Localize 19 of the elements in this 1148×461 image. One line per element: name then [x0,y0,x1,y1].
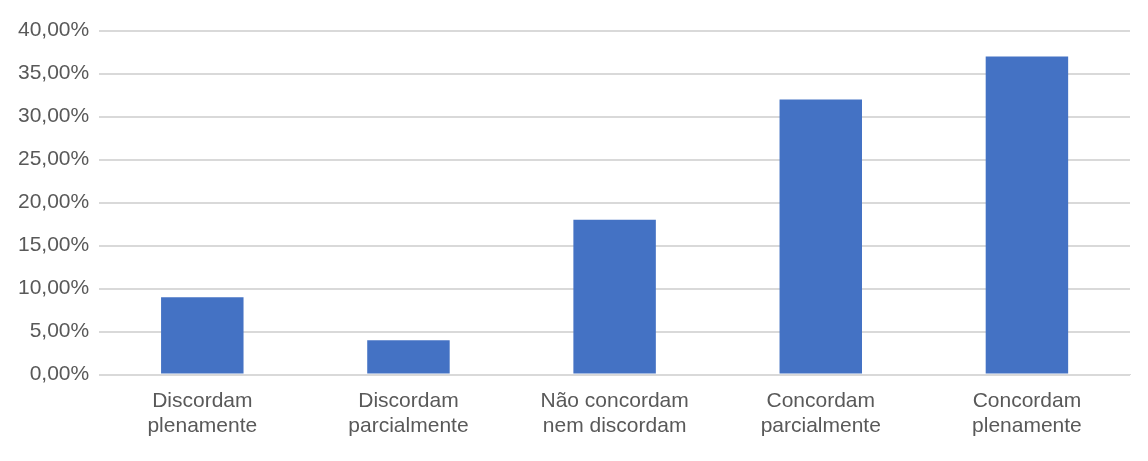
bar [573,219,656,374]
y-tick-label: 25,00% [17,146,90,170]
y-tick-label: 10,00% [17,275,90,299]
bar [779,99,862,374]
x-tick-label: Concordam parcialmente [760,388,881,437]
y-tick-label: 20,00% [17,189,90,213]
y-tick-label: 15,00% [17,232,90,256]
y-tick-label: 30,00% [17,103,90,127]
x-tick-label: Discordam plenamente [147,388,258,437]
y-tick-label: 35,00% [17,60,90,84]
bar [161,297,244,374]
bar [985,56,1069,374]
x-tick-label: Discordam parcialmente [348,388,469,437]
y-tick-label: 40,00% [17,17,90,41]
bar [367,340,450,374]
y-tick-label: 5,00% [29,318,90,342]
x-tick-label: Não concordam nem discordam [540,388,689,437]
x-tick-label: Concordam plenamente [972,388,1082,437]
y-tick-label: 0,00% [29,361,90,385]
